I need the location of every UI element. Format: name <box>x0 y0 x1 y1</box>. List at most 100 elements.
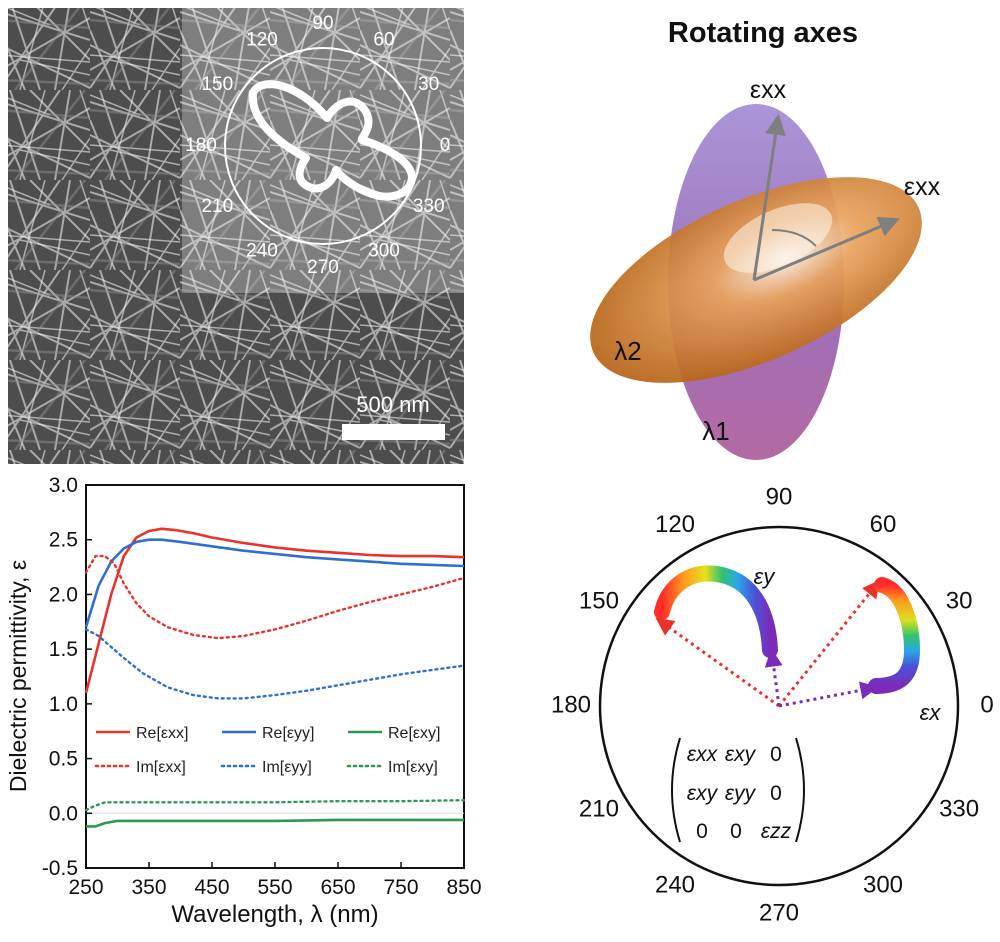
x-tick-label: 250 <box>68 876 103 899</box>
polar-angle-label: 90 <box>766 483 793 510</box>
series-line-5 <box>84 628 466 700</box>
polar-angle-label: 210 <box>579 795 619 822</box>
legend-label: Im[εxx] <box>136 759 186 776</box>
ey-label: εy <box>754 564 777 589</box>
inset-angle-label: 210 <box>201 196 233 217</box>
series-lines <box>84 527 466 828</box>
y-tick-label: 2.5 <box>49 529 78 552</box>
ellipsoid-panel: Rotating axes εxx εxx λ2 λ1 <box>590 17 941 460</box>
polar-angle-label: 180 <box>551 691 591 718</box>
sem-panel: 0 30 60 90 120 150 180 210 240 270 300 330 500 nm <box>8 8 464 464</box>
y-tick-label: -0.5 <box>42 857 78 880</box>
sem-image <box>8 8 464 464</box>
inset-angle-label: 30 <box>418 74 439 95</box>
polar-angle-label: 300 <box>863 871 903 898</box>
polar-angle-label: 240 <box>655 871 695 898</box>
matrix-cell: 0 <box>770 743 782 766</box>
inset-angle-label: 150 <box>201 74 233 95</box>
x-tick-label: 550 <box>257 876 292 899</box>
legend-label: Im[εxy] <box>388 759 438 776</box>
polar-angle-label: 330 <box>939 795 979 822</box>
x-tick-label: 350 <box>131 876 166 899</box>
rotation-angle-arc <box>771 229 817 247</box>
principal-axis-rotated <box>753 216 900 282</box>
y-tick-label: 2.0 <box>49 583 78 606</box>
matrix-cell: εxy <box>687 782 719 805</box>
inset-angle-label: 60 <box>373 29 394 50</box>
y-tick-label: 0.5 <box>49 748 78 771</box>
series-line-2 <box>84 538 465 628</box>
scale-bar <box>342 424 445 440</box>
principal-axis-vertical <box>752 113 786 281</box>
lambda1-label: λ1 <box>702 416 729 446</box>
x-tick-labels: 250 350 450 550 650 750 850 <box>68 862 482 899</box>
inset-angle-label: 120 <box>246 29 278 50</box>
vector-ex-purple <box>778 681 879 708</box>
matrix-right-bracket <box>795 737 805 843</box>
matrix-cell: 0 <box>696 820 708 843</box>
inset-angle-label: 300 <box>368 241 400 262</box>
sem-inset-background <box>182 8 464 293</box>
y-tick-label: 3.0 <box>49 474 78 497</box>
axis-label-vertical: εxx <box>750 76 787 104</box>
polar-angle-label: 60 <box>870 511 897 538</box>
inset-polar-lobes <box>248 80 416 201</box>
matrix-cell: εxx <box>687 743 719 766</box>
inset-angle-label: 330 <box>413 196 445 217</box>
series-line-3 <box>86 818 464 828</box>
y-axis-label: Dielectric permittivity, ε <box>5 560 31 792</box>
legend-label: Re[εxx] <box>136 725 188 742</box>
inset-angle-labels: 0 30 60 90 120 150 180 210 240 270 300 330 <box>185 13 450 278</box>
x-tick-label: 750 <box>383 876 418 899</box>
series-line-1 <box>84 527 465 694</box>
inset-angle-label: 270 <box>307 257 339 278</box>
polar-angle-label: 30 <box>946 587 973 614</box>
y-tick-label: 0.0 <box>49 802 78 825</box>
inset-polar-circle <box>224 47 422 245</box>
matrix-cell: 0 <box>730 820 742 843</box>
polar-angle-labels: 0 30 60 90 120 150 180 210 240 270 300 330 <box>551 483 994 926</box>
polar-circle <box>598 525 960 887</box>
y-tick-label: 1.5 <box>49 638 78 661</box>
legend: Re[εxx] Re[εyy] Re[εxy] Im[εxx] Im[εyy] Im[εx… <box>94 725 440 776</box>
polar-angle-label: 270 <box>759 899 799 926</box>
scale-bar-label: 500 nm <box>356 392 429 417</box>
permittivity-tensor-matrix: εxx εxy 0 εxy εyy 0 0 0 εzz <box>671 737 805 843</box>
axis-label-rotated: εxx <box>904 173 941 201</box>
ex-label: εx <box>920 700 942 725</box>
x-tick-label: 650 <box>320 876 355 899</box>
vector-ey-purple <box>764 648 783 707</box>
inset-angle-label: 240 <box>246 241 278 262</box>
polar-angle-label: 120 <box>655 511 695 538</box>
y-tick-label: 1.0 <box>49 693 78 716</box>
polar-panel: 0 30 60 90 120 150 180 210 240 270 300 330 εy εx εx… <box>551 483 994 926</box>
ellipsoid-highlight <box>723 203 833 273</box>
inset-angle-label: 0 <box>440 135 451 156</box>
ex-rainbow-trace <box>868 577 921 694</box>
matrix-cell: 0 <box>770 782 782 805</box>
permittivity-chart: 250 350 450 550 650 750 850 -0.5 0.0 0.5 1.0 1.5 2.… <box>5 474 482 928</box>
lambda2-label: λ2 <box>614 336 641 366</box>
x-tick-label: 450 <box>194 876 229 899</box>
vector-ex-red <box>777 579 881 707</box>
ey-rainbow-trace <box>654 565 778 658</box>
legend-label: Re[εyy] <box>262 725 314 742</box>
matrix-cell: εyy <box>725 782 757 805</box>
series-line-4 <box>84 554 466 640</box>
legend-label: Im[εyy] <box>262 759 312 776</box>
series-line-6 <box>84 799 466 812</box>
y-tick-labels: -0.5 0.0 0.5 1.0 1.5 2.0 2.5 3.0 <box>42 474 92 880</box>
inset-angle-label: 90 <box>312 13 333 34</box>
matrix-cell: εxy <box>725 743 757 766</box>
vector-ey-red <box>655 617 780 708</box>
x-tick-label: 850 <box>446 876 481 899</box>
matrix-left-bracket <box>671 737 681 843</box>
x-axis-label: Wavelength, λ (nm) <box>171 901 378 928</box>
plot-frame <box>85 484 465 869</box>
legend-label: Re[εxy] <box>388 725 440 742</box>
polar-angle-label: 0 <box>980 691 993 718</box>
inset-angle-label: 180 <box>185 135 217 156</box>
matrix-cell: εzz <box>761 820 792 843</box>
polar-angle-label: 150 <box>579 587 619 614</box>
